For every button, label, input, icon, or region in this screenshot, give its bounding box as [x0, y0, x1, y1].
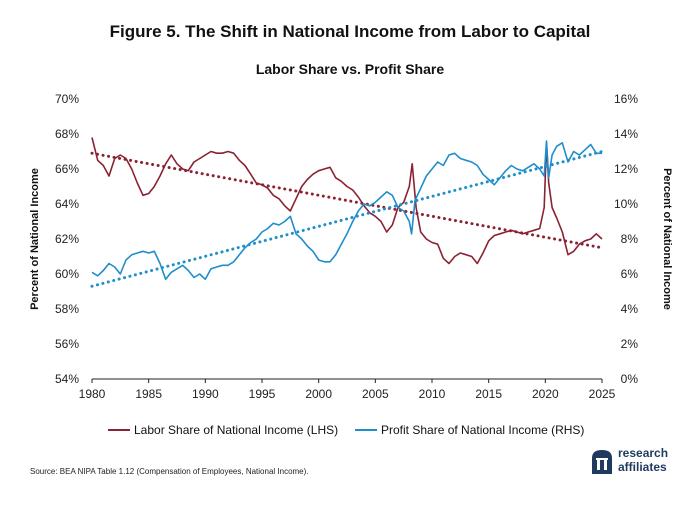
- y-right-tick-label: 0%: [621, 372, 639, 386]
- labor-share-line: [91, 137, 603, 265]
- y-right-tick-label: 6%: [621, 267, 639, 281]
- chart-title: Labor Share vs. Profit Share: [255, 61, 445, 77]
- y-left-tick-label: 68%: [55, 127, 79, 141]
- logo-text: research affiliates: [618, 446, 668, 474]
- legend: Labor Share of National Income (LHS) Prof…: [108, 423, 584, 437]
- x-axis-ticks: 1980 1985 1990 1995 2000 2005 2010 2015 2020 2025: [79, 379, 616, 401]
- y-right-tick-label: 10%: [614, 197, 638, 211]
- y-right-tick-label: 16%: [614, 92, 638, 106]
- labor-share-trendline: [90, 151, 604, 250]
- y-left-tick-label: 54%: [55, 372, 79, 386]
- y-right-tick-label: 4%: [621, 302, 639, 316]
- x-tick-label: 2015: [475, 387, 502, 401]
- y-left-tick-label: 62%: [55, 232, 79, 246]
- y-left-tick-label: 56%: [55, 337, 79, 351]
- source-note: Source: BEA NIPA Table 1.12 (Compensatio…: [30, 467, 309, 476]
- y-right-tick-label: 8%: [621, 232, 639, 246]
- logo-line-2: affiliates: [618, 460, 667, 474]
- y-right-tick-label: 2%: [621, 337, 639, 351]
- y-right-tick-label: 14%: [614, 127, 638, 141]
- y-axis-left-label: Percent of National Income: [29, 168, 41, 310]
- y-right-tick-label: 12%: [614, 162, 638, 176]
- research-affiliates-logo-icon: [592, 450, 612, 474]
- profit-share-trendline: [90, 150, 604, 288]
- x-tick-label: 2010: [419, 387, 446, 401]
- y-left-tick-label: 64%: [55, 197, 79, 211]
- logo-line-1: research: [618, 446, 669, 460]
- x-tick-label: 2025: [589, 387, 616, 401]
- y-left-tick-label: 58%: [55, 302, 79, 316]
- x-tick-label: 2005: [362, 387, 389, 401]
- legend-label: Profit Share of National Income (RHS): [381, 423, 584, 437]
- figure-title: Figure 5. The Shift in National Income f…: [109, 22, 591, 41]
- y-left-tick-label: 70%: [55, 92, 79, 106]
- profit-share-line: [91, 140, 602, 281]
- y-axis-right-label: Percent of National Income: [661, 168, 673, 310]
- x-tick-label: 2000: [305, 387, 332, 401]
- y-left-tick-label: 66%: [55, 162, 79, 176]
- x-tick-label: 1990: [192, 387, 219, 401]
- y-axis-right-ticks: 0% 2% 4% 6% 8% 10% 12% 14% 16%: [614, 92, 638, 386]
- y-axis-left-ticks: 54% 56% 58% 60% 62% 64% 66% 68% 70%: [55, 92, 79, 386]
- x-tick-label: 2020: [532, 387, 559, 401]
- x-tick-label: 1995: [249, 387, 276, 401]
- x-tick-label: 1980: [79, 387, 106, 401]
- y-left-tick-label: 60%: [55, 267, 79, 281]
- plot-lines: [90, 137, 604, 288]
- x-tick-label: 1985: [135, 387, 162, 401]
- legend-label: Labor Share of National Income (LHS): [134, 423, 338, 437]
